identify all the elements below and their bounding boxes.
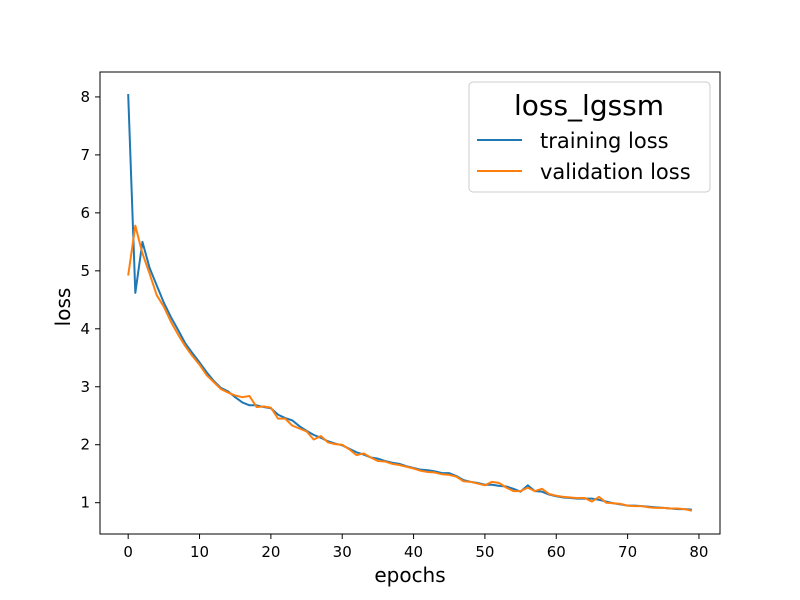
- x-tick-label: 40: [404, 543, 423, 561]
- x-tick-label: 60: [547, 543, 566, 561]
- legend: loss_lgssm training loss validation loss: [468, 81, 711, 193]
- y-tick-label: 5: [80, 262, 90, 280]
- x-tick-label: 80: [689, 543, 708, 561]
- x-tick-label: 20: [261, 543, 280, 561]
- legend-box: [468, 81, 711, 193]
- y-tick-label: 6: [80, 204, 90, 222]
- series-layer: [127, 93, 693, 512]
- y-axis: 1 2 3 4 5 6 7 8: [80, 88, 100, 512]
- x-axis-label: epochs: [374, 563, 445, 587]
- y-tick-label: 1: [80, 494, 90, 512]
- y-tick-label: 7: [80, 146, 90, 164]
- x-axis: 0 10 20 30 40 50 60 70 80: [123, 534, 708, 561]
- x-tick-label: 50: [475, 543, 494, 561]
- x-tick-label: 10: [190, 543, 209, 561]
- x-tick-label: 0: [123, 543, 133, 561]
- y-tick-label: 3: [80, 378, 90, 396]
- x-tick-label: 30: [333, 543, 352, 561]
- legend-label-training: training loss: [540, 129, 669, 153]
- plot-frame: [99, 71, 721, 535]
- series-line-validation-loss: [127, 224, 693, 512]
- x-tick-label: 70: [618, 543, 637, 561]
- y-tick-label: 4: [80, 320, 90, 338]
- legend-title: loss_lgssm: [514, 89, 664, 122]
- legend-label-validation: validation loss: [540, 160, 691, 184]
- y-tick-label: 8: [80, 88, 90, 106]
- y-tick-label: 2: [80, 436, 90, 454]
- y-axis-label: loss: [51, 288, 75, 327]
